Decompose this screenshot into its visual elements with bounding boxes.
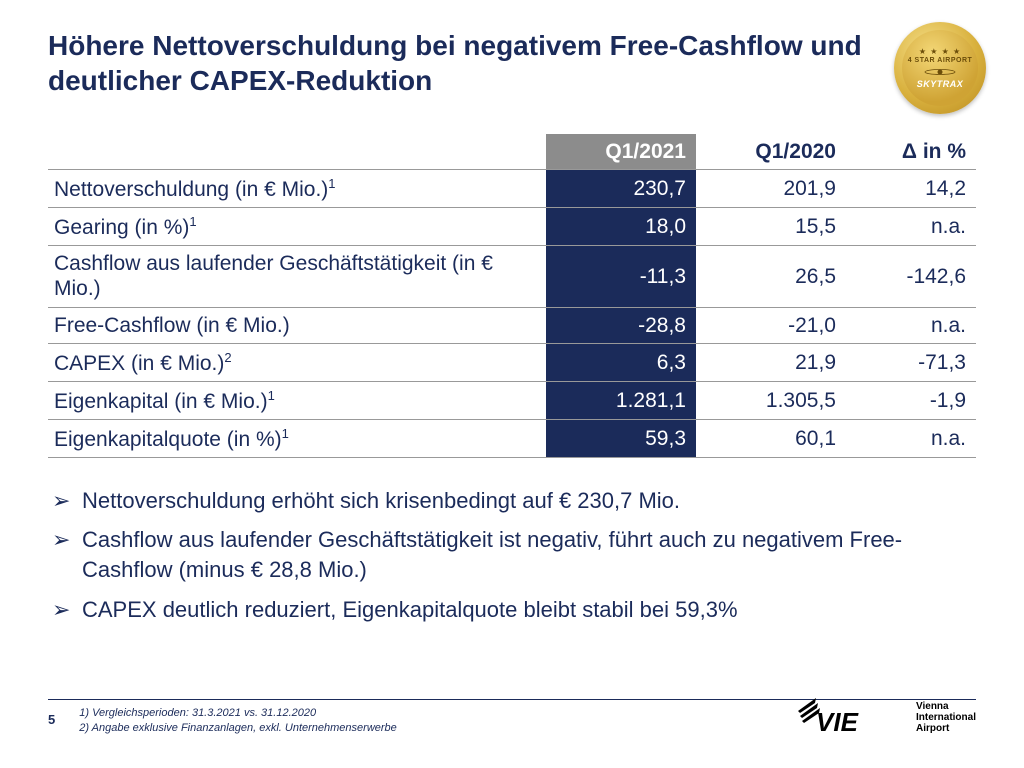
footnote-line: 1) Vergleichsperioden: 31.3.2021 vs. 31.… (79, 706, 397, 721)
badge-stars: ★ ★ ★ ★ (919, 47, 961, 56)
header-label (48, 134, 546, 170)
slide-title: Höhere Nettoverschuldung bei negativem F… (48, 28, 868, 98)
vie-logo-text: Vienna International Airport (916, 701, 976, 734)
financial-table: Q1/2021 Q1/2020 Δ in % Nettoverschuldung… (48, 134, 976, 458)
row-label: Eigenkapital (in € Mio.)1 (48, 381, 546, 419)
cell-q2: 21,9 (696, 343, 846, 381)
table-row: Eigenkapitalquote (in %)159,360,1n.a. (48, 419, 976, 457)
table-header-row: Q1/2021 Q1/2020 Δ in % (48, 134, 976, 170)
cell-delta: n.a. (846, 307, 976, 343)
cell-q2: 26,5 (696, 246, 846, 308)
footnote-ref: 2 (224, 350, 231, 365)
table-row: CAPEX (in € Mio.)26,321,9-71,3 (48, 343, 976, 381)
row-label: Eigenkapitalquote (in %)1 (48, 419, 546, 457)
footnote-ref: 1 (328, 176, 335, 191)
cell-q1: 230,7 (546, 170, 696, 208)
cell-delta: -1,9 (846, 381, 976, 419)
cell-q1: 6,3 (546, 343, 696, 381)
header-q1-2021: Q1/2021 (546, 134, 696, 170)
bullet-arrow-icon: ➢ (52, 486, 82, 516)
cell-delta: 14,2 (846, 170, 976, 208)
bullet-text: Cashflow aus laufender Geschäftstätigkei… (82, 525, 976, 584)
row-label: Nettoverschuldung (in € Mio.)1 (48, 170, 546, 208)
cell-delta: n.a. (846, 419, 976, 457)
table-row: Eigenkapital (in € Mio.)11.281,11.305,5-… (48, 381, 976, 419)
footnote-ref: 1 (268, 388, 275, 403)
vie-logo-icon: VIE (798, 698, 908, 736)
row-label: Gearing (in %)1 (48, 208, 546, 246)
bullet-item: ➢CAPEX deutlich reduziert, Eigenkapitalq… (52, 595, 976, 625)
table-row: Gearing (in %)118,015,5n.a. (48, 208, 976, 246)
row-label: Cashflow aus laufender Geschäftstätigkei… (48, 246, 546, 308)
wing-icon (923, 67, 957, 77)
bullet-arrow-icon: ➢ (52, 525, 82, 584)
header-delta: Δ in % (846, 134, 976, 170)
table-row: Free-Cashflow (in € Mio.)-28,8-21,0n.a. (48, 307, 976, 343)
bullet-text: Nettoverschuldung erhöht sich krisenbedi… (82, 486, 680, 516)
cell-delta: n.a. (846, 208, 976, 246)
bullet-item: ➢Cashflow aus laufender Geschäftstätigke… (52, 525, 976, 584)
badge-brand: SKYTRAX (917, 79, 964, 89)
cell-q1: -11,3 (546, 246, 696, 308)
cell-delta: -142,6 (846, 246, 976, 308)
footnote-ref: 1 (189, 214, 196, 229)
cell-delta: -71,3 (846, 343, 976, 381)
bullet-text: CAPEX deutlich reduziert, Eigenkapitalqu… (82, 595, 738, 625)
footnote-line: 2) Angabe exklusive Finanzanlagen, exkl.… (79, 721, 397, 736)
cell-q2: 1.305,5 (696, 381, 846, 419)
page-number: 5 (48, 712, 55, 727)
cell-q2: -21,0 (696, 307, 846, 343)
cell-q2: 60,1 (696, 419, 846, 457)
table-row: Nettoverschuldung (in € Mio.)1230,7201,9… (48, 170, 976, 208)
bullet-list: ➢Nettoverschuldung erhöht sich krisenbed… (48, 486, 976, 625)
cell-q1: 59,3 (546, 419, 696, 457)
bullet-arrow-icon: ➢ (52, 595, 82, 625)
bullet-item: ➢Nettoverschuldung erhöht sich krisenbed… (52, 486, 976, 516)
cell-q2: 201,9 (696, 170, 846, 208)
cell-q2: 15,5 (696, 208, 846, 246)
header-q1-2020: Q1/2020 (696, 134, 846, 170)
slide-footer: 5 1) Vergleichsperioden: 31.3.2021 vs. 3… (48, 698, 976, 736)
vie-logo: VIE Vienna International Airport (798, 698, 976, 736)
slide: Höhere Nettoverschuldung bei negativem F… (0, 0, 1024, 768)
row-label: Free-Cashflow (in € Mio.) (48, 307, 546, 343)
cell-q1: 1.281,1 (546, 381, 696, 419)
footnotes: 1) Vergleichsperioden: 31.3.2021 vs. 31.… (79, 706, 397, 736)
row-label: CAPEX (in € Mio.)2 (48, 343, 546, 381)
table-row: Cashflow aus laufender Geschäftstätigkei… (48, 246, 976, 308)
skytrax-badge: ★ ★ ★ ★ 4 STAR AIRPORT SKYTRAX (894, 22, 986, 114)
footnote-ref: 1 (282, 426, 289, 441)
svg-text:VIE: VIE (816, 707, 859, 736)
cell-q1: 18,0 (546, 208, 696, 246)
cell-q1: -28,8 (546, 307, 696, 343)
badge-label: 4 STAR AIRPORT (908, 57, 973, 64)
